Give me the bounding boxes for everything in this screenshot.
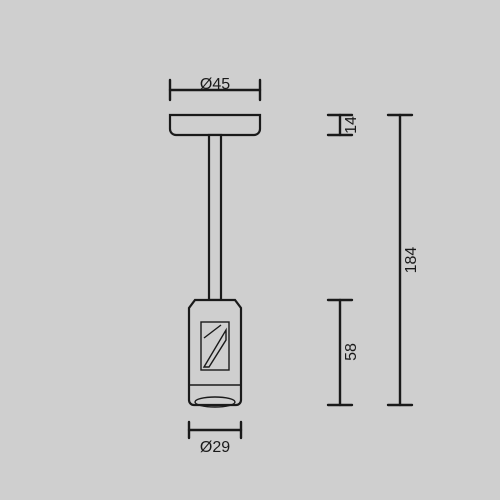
dim-total-height-label: 184 [403, 247, 420, 274]
dim-body-height-label: 58 [343, 343, 360, 361]
luminaire-body [189, 300, 241, 405]
canopy [170, 115, 260, 135]
dim-bottom-diameter-label: Ø29 [200, 439, 230, 456]
background [0, 0, 500, 500]
stem [209, 135, 221, 300]
dim-canopy-height-label: 14 [343, 116, 360, 134]
dim-top-diameter-label: Ø45 [200, 76, 230, 93]
